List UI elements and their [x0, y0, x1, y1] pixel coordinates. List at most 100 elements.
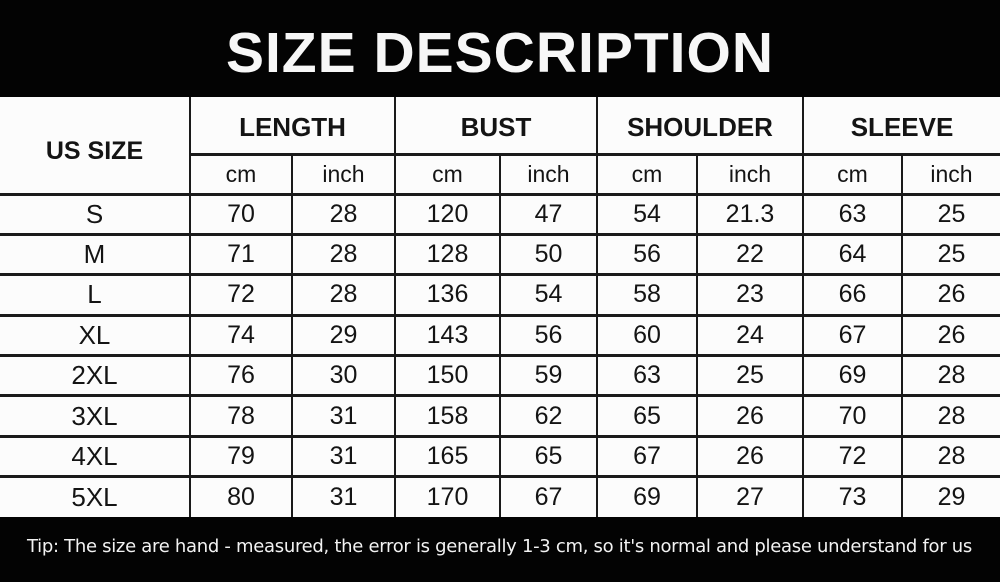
- unit-header-shoulder-cm: cm: [596, 152, 699, 196]
- cell-sleeve-cm: 64: [802, 232, 904, 277]
- cell-shoulder-cm: 63: [596, 353, 699, 398]
- cell-sleeve-cm: 72: [802, 434, 904, 479]
- unit-header-bust-cm: cm: [394, 152, 502, 196]
- cell-length-cm: 78: [189, 394, 293, 438]
- cell-length-inch: 31: [290, 475, 397, 517]
- row-header-size: S: [0, 192, 191, 236]
- cell-sleeve-cm: 67: [802, 313, 904, 358]
- cell-shoulder-cm: 65: [596, 394, 699, 438]
- cell-length-cm: 76: [189, 353, 293, 398]
- cell-bust-cm: 150: [394, 353, 502, 398]
- row-header-size: XL: [0, 313, 191, 358]
- cell-sleeve-cm: 69: [802, 353, 904, 398]
- cell-bust-cm: 120: [394, 192, 502, 236]
- title-bar: SIZE DESCRIPTION: [0, 0, 1000, 97]
- cell-shoulder-cm: 58: [596, 273, 699, 317]
- row-header-size: L: [0, 273, 191, 317]
- column-group-sleeve: SLEEVE: [802, 97, 1000, 156]
- cell-bust-inch: 56: [499, 313, 599, 358]
- table-row: 3XL 78 31 158 62 65 26 70 28: [0, 394, 1000, 438]
- cell-length-cm: 80: [189, 475, 293, 517]
- cell-shoulder-inch: 25: [696, 353, 805, 398]
- cell-length-inch: 31: [290, 394, 397, 438]
- column-group-shoulder: SHOULDER: [596, 97, 805, 156]
- row-header-size: 2XL: [0, 353, 191, 398]
- cell-bust-inch: 54: [499, 273, 599, 317]
- cell-sleeve-inch: 28: [901, 353, 1000, 398]
- cell-sleeve-cm: 73: [802, 475, 904, 517]
- cell-sleeve-cm: 70: [802, 394, 904, 438]
- tip-bar: Tip: The size are hand - measured, the e…: [0, 517, 1000, 582]
- cell-sleeve-inch: 28: [901, 394, 1000, 438]
- cell-bust-cm: 136: [394, 273, 502, 317]
- row-header-size: M: [0, 232, 191, 277]
- cell-length-cm: 70: [189, 192, 293, 236]
- cell-bust-inch: 50: [499, 232, 599, 277]
- cell-shoulder-inch: 22: [696, 232, 805, 277]
- cell-bust-inch: 65: [499, 434, 599, 479]
- cell-sleeve-inch: 26: [901, 273, 1000, 317]
- cell-length-cm: 72: [189, 273, 293, 317]
- group-header-row: US SIZE LENGTH BUST SHOULDER SLEEVE: [0, 97, 1000, 196]
- cell-bust-cm: 165: [394, 434, 502, 479]
- cell-length-cm: 74: [189, 313, 293, 358]
- unit-header-shoulder-inch: inch: [696, 152, 805, 196]
- table-row: M 71 28 128 50 56 22 64 25: [0, 232, 1000, 277]
- table-row: 2XL 76 30 150 59 63 25 69 28: [0, 353, 1000, 398]
- cell-shoulder-inch: 26: [696, 394, 805, 438]
- cell-length-inch: 29: [290, 313, 397, 358]
- cell-shoulder-inch: 24: [696, 313, 805, 358]
- cell-length-inch: 30: [290, 353, 397, 398]
- column-group-bust: BUST: [394, 97, 599, 156]
- unit-header-row: cm inch cm inch cm inch cm inch: [0, 152, 1000, 196]
- cell-bust-cm: 170: [394, 475, 502, 517]
- row-header-size: 4XL: [0, 434, 191, 479]
- column-group-length: LENGTH: [188, 97, 397, 156]
- cell-length-cm: 79: [189, 434, 293, 479]
- cell-sleeve-cm: 63: [802, 192, 904, 236]
- cell-length-inch: 28: [290, 273, 397, 317]
- cell-sleeve-inch: 25: [901, 192, 1000, 236]
- table-row: S 70 28 120 47 54 21.3 63 25: [0, 192, 1000, 236]
- cell-shoulder-cm: 69: [596, 475, 699, 517]
- table-row: 5XL 80 31 170 67 69 27 73 29: [0, 475, 1000, 517]
- cell-bust-inch: 67: [499, 475, 599, 517]
- table-row: XL 74 29 143 56 60 24 67 26: [0, 313, 1000, 358]
- unit-header-sleeve-cm: cm: [802, 152, 904, 196]
- cell-shoulder-inch: 23: [696, 273, 805, 317]
- unit-header-sleeve-inch: inch: [901, 152, 1000, 196]
- cell-bust-cm: 158: [394, 394, 502, 438]
- cell-shoulder-cm: 67: [596, 434, 699, 479]
- cell-bust-inch: 62: [499, 394, 599, 438]
- cell-bust-inch: 47: [499, 192, 599, 236]
- cell-bust-inch: 59: [499, 353, 599, 398]
- cell-shoulder-inch: 21.3: [696, 192, 805, 236]
- cell-shoulder-cm: 54: [596, 192, 699, 236]
- unit-header-bust-inch: inch: [499, 152, 599, 196]
- row-header-size: 5XL: [0, 475, 191, 517]
- size-table: US SIZE LENGTH BUST SHOULDER SLEEVE cm i…: [0, 97, 1000, 517]
- cell-length-inch: 28: [290, 192, 397, 236]
- cell-shoulder-inch: 27: [696, 475, 805, 517]
- cell-length-inch: 28: [290, 232, 397, 277]
- cell-sleeve-cm: 66: [802, 273, 904, 317]
- column-header-us-size: US SIZE: [0, 97, 191, 196]
- table-row: L 72 28 136 54 58 23 66 26: [0, 273, 1000, 317]
- cell-shoulder-cm: 56: [596, 232, 699, 277]
- unit-header-length-cm: cm: [190, 152, 293, 196]
- cell-length-cm: 71: [189, 232, 293, 277]
- cell-sleeve-inch: 25: [901, 232, 1000, 277]
- cell-sleeve-inch: 26: [901, 313, 1000, 358]
- tip-text: Tip: The size are hand - measured, the e…: [27, 536, 972, 557]
- cell-bust-cm: 143: [394, 313, 502, 358]
- table-row: 4XL 79 31 165 65 67 26 72 28: [0, 434, 1000, 479]
- cell-length-inch: 31: [290, 434, 397, 479]
- page-title: SIZE DESCRIPTION: [225, 21, 775, 85]
- row-header-size: 3XL: [0, 394, 191, 438]
- cell-sleeve-inch: 29: [901, 475, 1000, 517]
- cell-sleeve-inch: 28: [901, 434, 1000, 479]
- cell-bust-cm: 128: [394, 232, 502, 277]
- unit-header-length-inch: inch: [290, 152, 397, 196]
- cell-shoulder-inch: 26: [696, 434, 805, 479]
